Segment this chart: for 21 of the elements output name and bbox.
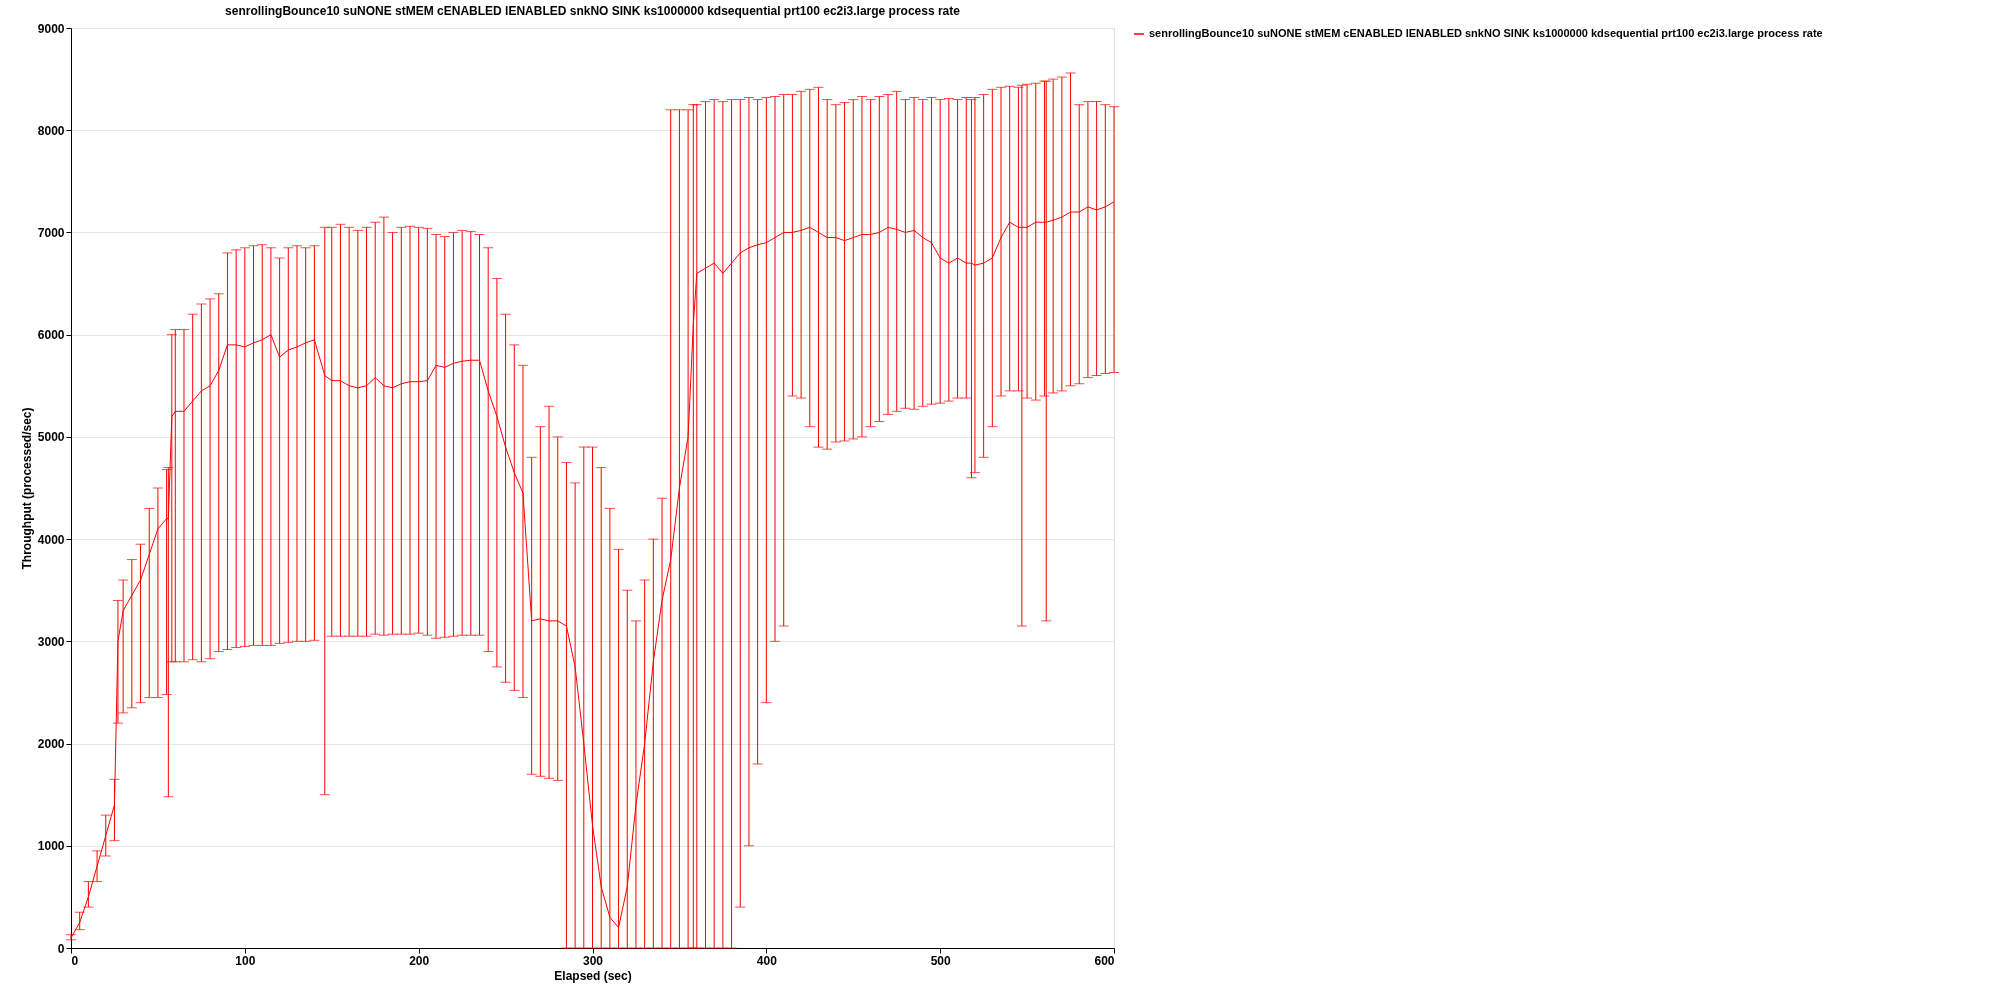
y-tick-label: 4000	[37, 532, 65, 547]
x-tick-label: 0	[71, 953, 79, 968]
legend-label: senrollingBounce10 suNONE stMEM cENABLED lENABLED snkNO SINK ks1000000 kdsequential prt100 ec2i3.large process rate	[1149, 27, 1823, 39]
y-tick-label: 1000	[37, 839, 65, 854]
y-tick-label: 6000	[37, 328, 65, 343]
chart-title: senrollingBounce10 suNONE stMEM cENABLED lENABLED snkNO SINK ks1000000 kdsequential prt100 ec2i3.large process rate	[225, 4, 961, 18]
y-tick-label: 7000	[37, 225, 65, 240]
x-tick-label: 600	[1094, 953, 1115, 968]
x-tick-label: 100	[235, 953, 256, 968]
x-axis-title: Elapsed (sec)	[554, 968, 632, 983]
x-tick-label: 400	[756, 953, 778, 968]
y-tick-label: 5000	[37, 430, 65, 445]
y-tick-label: 2000	[37, 737, 65, 752]
y-tick-label: 8000	[37, 123, 65, 138]
y-tick-label: 3000	[37, 634, 65, 649]
x-tick-label: 300	[582, 953, 604, 968]
x-tick-label: 500	[930, 953, 951, 968]
x-tick-label: 200	[409, 953, 430, 968]
y-axis-title: Throughput (processed/sec)	[19, 407, 34, 570]
y-tick-label: 0	[57, 941, 65, 956]
y-tick-label: 9000	[37, 21, 65, 36]
